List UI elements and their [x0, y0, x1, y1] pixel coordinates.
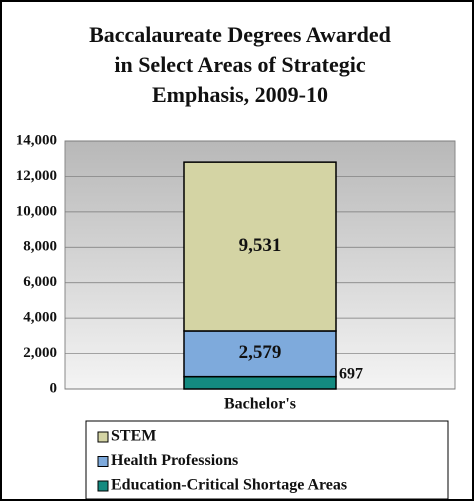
- legend-box: [85, 420, 449, 500]
- legend-label: Health Professions: [111, 452, 238, 469]
- y-tick-label: 6,000: [23, 274, 57, 290]
- y-tick-label: 14,000: [16, 132, 57, 148]
- data-label: 9,531: [239, 235, 282, 256]
- data-label: 2,579: [239, 342, 282, 363]
- legend-swatch: [97, 431, 109, 443]
- y-tick-label: 0: [50, 380, 58, 396]
- x-tick-label: Bachelor's: [224, 396, 296, 413]
- legend-swatch: [97, 480, 109, 492]
- legend-label: STEM: [111, 428, 156, 445]
- data-label: 697: [339, 365, 363, 382]
- y-tick-label: 8,000: [23, 239, 57, 255]
- bar-segment: [183, 375, 337, 390]
- y-tick-label: 10,000: [16, 203, 57, 219]
- chart-title: Baccalaureate Degrees Awarded in Select …: [89, 22, 391, 107]
- legend-label: Education-Critical Shortage Areas: [111, 477, 347, 494]
- y-tick-label: 12,000: [16, 168, 57, 184]
- bar-segment: [183, 330, 337, 378]
- legend-swatch: [97, 456, 109, 467]
- y-tick-label: 2,000: [23, 345, 57, 361]
- y-tick-label: 4,000: [23, 310, 57, 326]
- bar-segment: [183, 161, 337, 332]
